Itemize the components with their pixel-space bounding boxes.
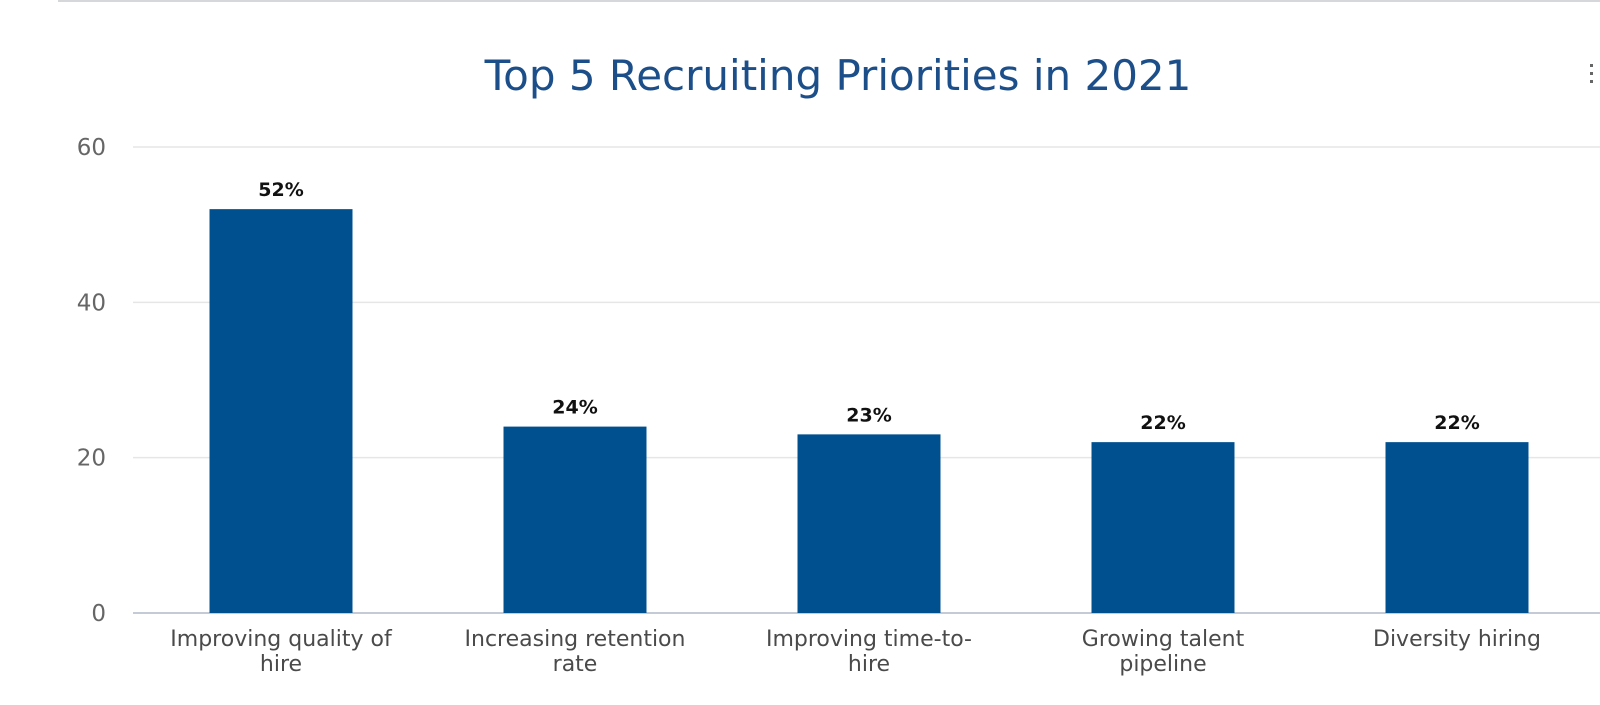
y-tick-label: 0 bbox=[91, 601, 106, 627]
chart-menu-icon[interactable] bbox=[1590, 64, 1593, 86]
category-labels: Improving quality of hire Increasing reten… bbox=[170, 627, 1541, 677]
y-tick-label: 60 bbox=[77, 135, 106, 161]
data-labels: 52% 24% 23% 22% 22% bbox=[258, 179, 1479, 434]
y-axis-ticks: 0 20 40 60 bbox=[77, 135, 106, 627]
top-border bbox=[58, 0, 1600, 2]
category-label: Growing talent pipeline bbox=[1082, 627, 1245, 677]
data-label: 22% bbox=[1140, 412, 1185, 434]
category-label: Improving time-to-hire bbox=[766, 627, 972, 677]
chart-title: Top 5 Recruiting Priorities in 2021 bbox=[484, 51, 1192, 100]
bar bbox=[1385, 442, 1529, 613]
data-label: 24% bbox=[552, 397, 597, 419]
category-label: Increasing retention rate bbox=[465, 627, 686, 677]
bars bbox=[209, 209, 1529, 613]
category-label: Diversity hiring bbox=[1373, 627, 1541, 652]
data-label: 23% bbox=[846, 404, 891, 426]
y-tick-label: 20 bbox=[77, 446, 106, 472]
bar bbox=[797, 434, 941, 613]
bar bbox=[1091, 442, 1235, 613]
y-tick-label: 40 bbox=[77, 290, 106, 316]
category-label: Improving quality of hire bbox=[170, 627, 393, 677]
bar bbox=[503, 426, 647, 613]
data-label: 52% bbox=[258, 179, 303, 201]
bar bbox=[209, 209, 353, 613]
data-label: 22% bbox=[1434, 412, 1479, 434]
